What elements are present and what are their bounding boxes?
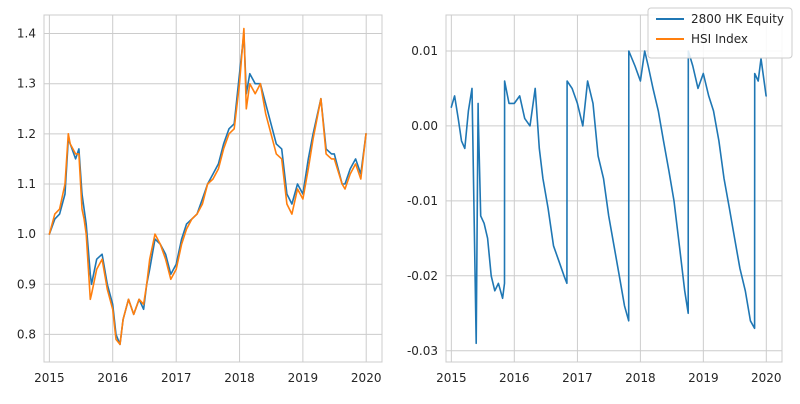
plot-area-frame [445,14,783,363]
y-tick-label: 0.00 [411,119,438,133]
x-tick-label: 2015 [436,371,467,385]
legend: 2800 HK Equity HSI Index [647,7,793,59]
series-line-1 [48,32,367,346]
x-tick-label: 2016 [97,371,128,385]
y-tick-label: 1.2 [17,127,36,141]
y-tick-label: 0.8 [17,327,36,341]
y-tick-label: -0.02 [407,269,438,283]
y-tick-label: -0.03 [407,344,438,358]
series-line-1 [450,50,767,345]
x-tick-label: 2020 [751,371,782,385]
series-line-2 [48,27,367,346]
y-tick-label: 0.9 [17,277,36,291]
legend-label: 2800 HK Equity [691,12,784,26]
x-tick-label: 2017 [562,371,593,385]
legend-label: HSI Index [691,32,748,46]
x-tick-label: 2019 [688,371,719,385]
x-tick-label: 2019 [288,371,319,385]
x-tick-label: 2017 [161,371,192,385]
left-chart-panel: 0.8 0.9 1.0 1.1 1.2 1.3 1.4 2015 2016 2017 2018 201… [17,14,383,385]
y-tick-label: 0.01 [411,44,438,58]
x-tick-label: 2016 [499,371,530,385]
legend-box [647,7,793,59]
x-tick-label: 2020 [351,371,382,385]
y-tick-label: 1.4 [17,27,36,41]
y-tick-label: -0.01 [407,194,438,208]
x-tick-label: 2018 [625,371,656,385]
x-tick-label: 2018 [224,371,255,385]
y-tick-label: 1.0 [17,227,36,241]
y-tick-label: 1.3 [17,77,36,91]
y-tick-label: 1.1 [17,177,36,191]
right-chart-panel: -0.03 -0.02 -0.01 0.00 0.01 2015 2016 2017 2018 2… [407,7,793,385]
x-tick-label: 2015 [34,371,65,385]
plot-area-frame [43,14,383,363]
